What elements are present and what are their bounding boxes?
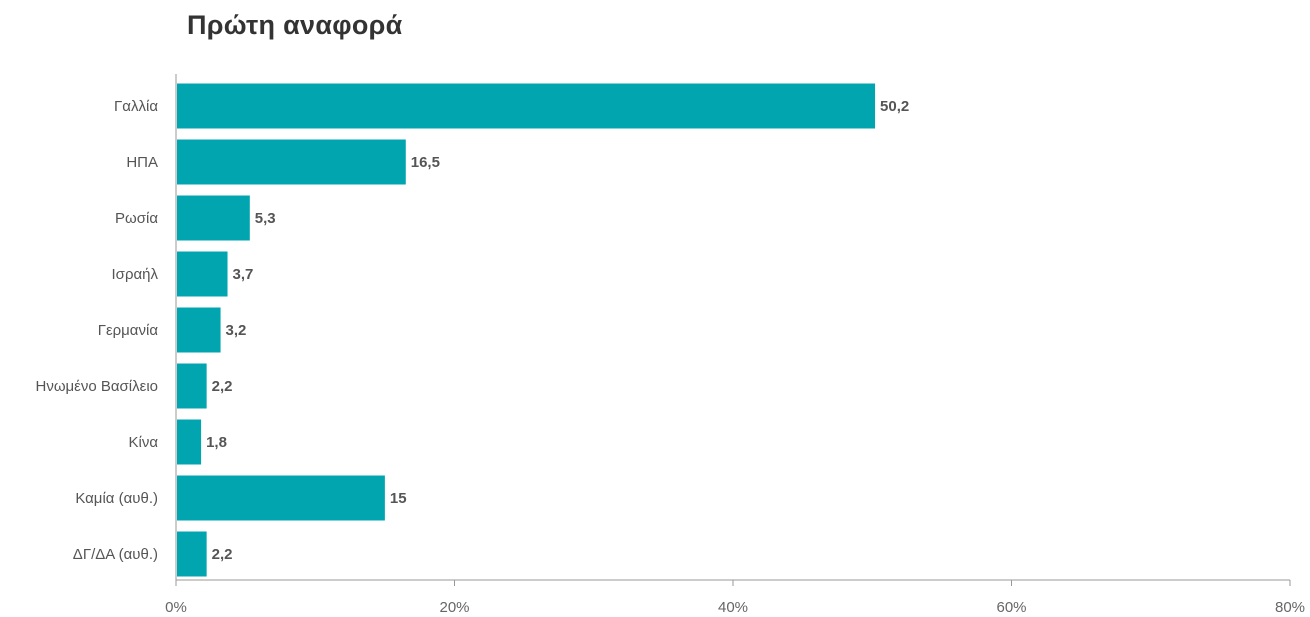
category-label: Γαλλία <box>114 98 158 115</box>
bar <box>177 419 202 465</box>
value-label: 50,2 <box>880 98 909 115</box>
value-label: 2,2 <box>212 546 233 563</box>
value-label: 15 <box>390 490 407 507</box>
category-label: Ηνωμένο Βασίλειο <box>35 378 158 395</box>
bar <box>177 475 385 521</box>
bar <box>177 307 221 353</box>
value-label: 16,5 <box>411 154 440 171</box>
chart-title: Πρώτη αναφορά <box>187 10 403 40</box>
category-label: Γερμανία <box>98 322 159 339</box>
bar <box>177 195 250 241</box>
value-label: 5,3 <box>255 210 276 227</box>
category-label: Ρωσία <box>115 210 158 227</box>
bar <box>177 363 207 409</box>
x-tick-label: 20% <box>439 599 469 616</box>
value-label: 2,2 <box>212 378 233 395</box>
bar <box>177 83 876 129</box>
bar <box>177 139 406 185</box>
category-label: ΗΠΑ <box>126 154 158 171</box>
category-label: ΔΓ/ΔΑ (αυθ.) <box>73 546 158 563</box>
bar <box>177 531 207 577</box>
x-tick-label: 80% <box>1275 599 1305 616</box>
category-label: Καμία (αυθ.) <box>75 490 158 507</box>
category-label: Κίνα <box>128 434 158 451</box>
bar <box>177 251 228 297</box>
value-label: 3,7 <box>233 266 254 283</box>
category-label: Ισραήλ <box>112 266 159 283</box>
x-tick-label: 0% <box>165 599 187 616</box>
value-label: 1,8 <box>206 434 227 451</box>
x-tick-label: 40% <box>718 599 748 616</box>
value-label: 3,2 <box>226 322 247 339</box>
x-tick-label: 60% <box>996 599 1026 616</box>
